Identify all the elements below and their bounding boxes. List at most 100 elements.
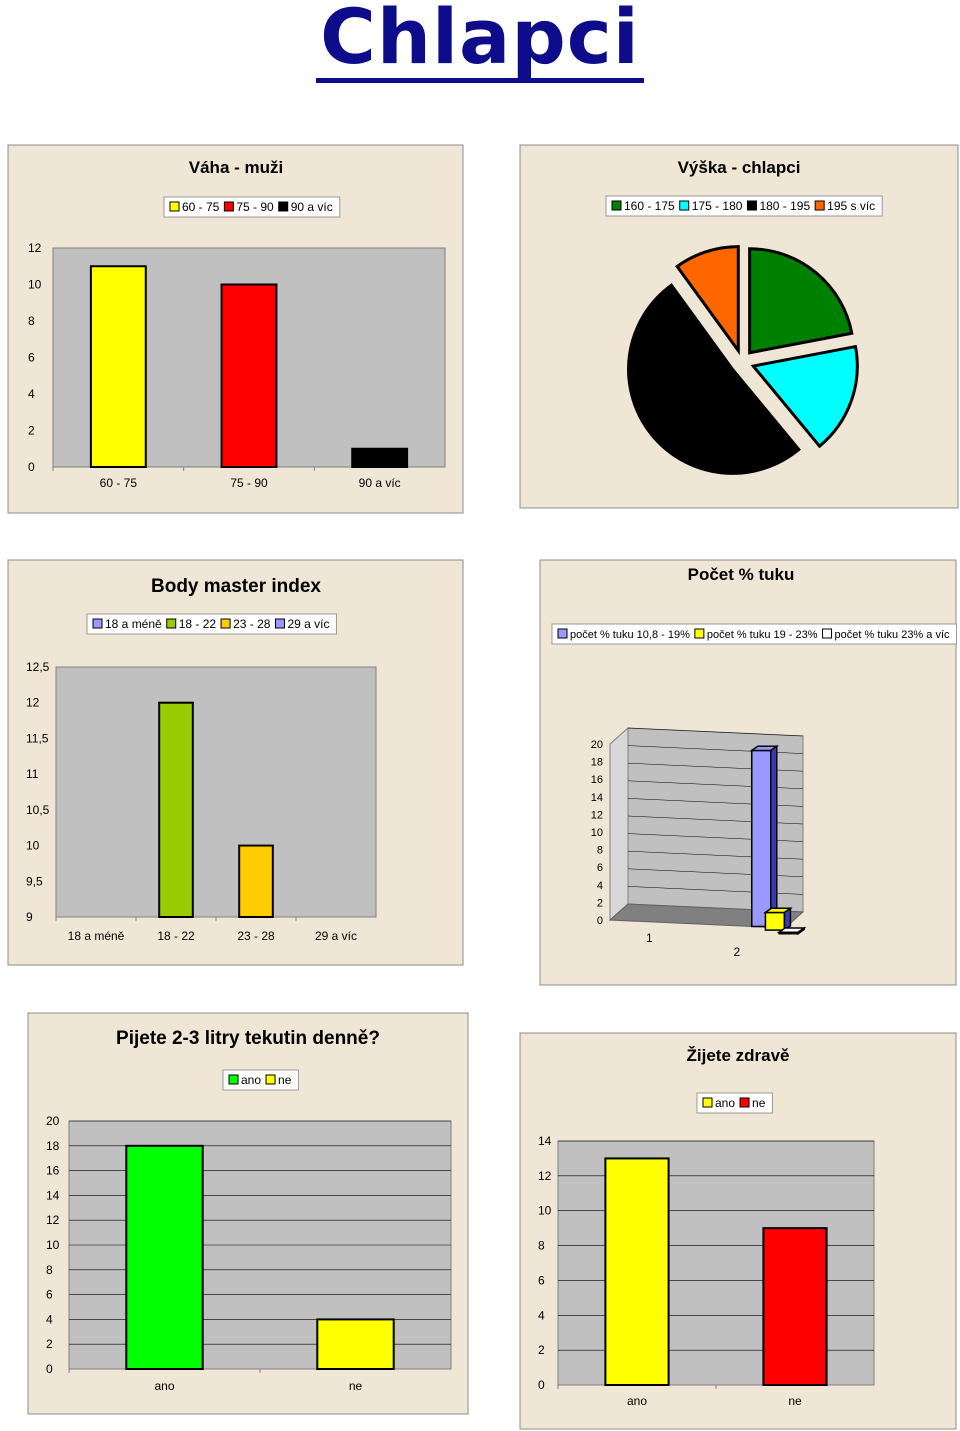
vaha-bar-90-a-vic: [351, 447, 409, 468]
pijete-ytick-8: 8: [46, 1263, 53, 1277]
bmi-ytick-10: 10: [26, 839, 40, 853]
pijete-legend-label-ne: ne: [278, 1073, 292, 1087]
bmi-legend: 18 a méně 18 - 22 23 - 28 29 a víc: [86, 613, 337, 635]
tuk-bar-side-2-pocet-tuku-19-23: [783, 906, 792, 932]
bmi-legend-box: [86, 613, 337, 635]
tuk-legend-box: [551, 623, 957, 645]
tuk-xlabel-1: 1: [646, 931, 653, 945]
pijete-chart: Pijete 2-3 litry tekutin denně? ano ne 0 2 4 6…: [46, 1028, 452, 1393]
zdrave-legend-swatch-ano: [702, 1097, 713, 1108]
tuk-legend-swatch-pocet-tuku-19-23: [694, 628, 705, 639]
bmi-ytick-11-5: 11,5: [26, 731, 49, 745]
bmi-legend-label-18-a-mene: 18 a méně: [105, 617, 162, 631]
bmi-ytick-10-5: 10,5: [26, 803, 50, 817]
zdrave-ytick-2: 2: [538, 1343, 545, 1357]
pijete-legend-box: [222, 1069, 299, 1091]
zdrave-chart: Žijete zdravě ano ne 0 2 4 6 8 10 12 14 ano ne: [538, 1046, 875, 1408]
vyska-legend-label-160-175: 160 - 175: [624, 199, 675, 213]
zdrave-ytick-14: 14: [538, 1134, 552, 1148]
zdrave-xlabel-ano: ano: [627, 1394, 647, 1408]
pijete-ytick-4: 4: [46, 1312, 53, 1326]
vyska-legend: 160 - 175 175 - 180 180 - 195 195 s víc: [605, 195, 883, 217]
bmi-xlabel-18-a-mene: 18 a méně: [68, 929, 125, 943]
tuk-bar-2-pocet-tuku-10-8-19: [751, 749, 772, 928]
vaha-legend-swatch-90-a-vic: [278, 201, 289, 212]
zdrave-legend-swatch-ne: [739, 1097, 750, 1108]
vaha-xlabel-75-90: 75 - 90: [230, 476, 268, 490]
pijete-ytick-14: 14: [46, 1188, 60, 1202]
bmi-bar-18-22: [158, 701, 194, 919]
zdrave-legend-box: [696, 1092, 773, 1114]
vaha-title: Váha - muži: [189, 158, 283, 177]
pijete-ytick-16: 16: [46, 1164, 60, 1178]
pijete-legend: ano ne: [222, 1069, 299, 1091]
vyska-title: Výška - chlapci: [678, 158, 801, 177]
bmi-legend-swatch-23-28: [220, 618, 231, 629]
vyska-legend-swatch-195-s-vic: [814, 200, 825, 211]
vyska-legend-box: [605, 195, 883, 217]
tuk-ytick-0: 0: [597, 915, 603, 927]
bmi-ytick-12-5: 12,5: [26, 660, 50, 674]
vaha-legend-swatch-75-90: [223, 201, 234, 212]
vyska-legend-swatch-175-180: [679, 200, 690, 211]
page-title: Chlapci: [0, 0, 960, 83]
bmi-ytick-9-5: 9,5: [26, 874, 43, 888]
vyska-legend-label-195-s-vic: 195 s víc: [827, 199, 875, 213]
vyska-legend-swatch-160-175: [611, 200, 622, 211]
zdrave-bar-ano: [604, 1157, 670, 1387]
tuk-ytick-8: 8: [597, 845, 603, 857]
vaha-legend-swatch-60-75: [169, 201, 180, 212]
pijete-ytick-12: 12: [46, 1213, 60, 1227]
tuk-gridline-10: [627, 727, 804, 737]
bmi-legend-swatch-29-a-vic: [274, 618, 285, 629]
vyska-slice-180-195: [627, 283, 801, 475]
zdrave-xlabel-ne: ne: [788, 1394, 802, 1408]
tuk-bar-2-pocet-tuku-19-23: [764, 911, 786, 931]
tuk-ytick-12: 12: [591, 809, 603, 821]
pijete-bar-ne: [316, 1318, 395, 1371]
bmi-ytick-11: 11: [26, 767, 39, 781]
zdrave-ytick-8: 8: [538, 1239, 545, 1253]
bmi-ytick-12: 12: [26, 696, 40, 710]
tuk-legend-label-pocet-tuku-23-a-vic: počet % tuku 23% a víc: [835, 629, 950, 641]
tuk-xlabel-2: 2: [734, 945, 741, 959]
tuk-ytick-20: 20: [591, 739, 603, 751]
pijete-legend-swatch-ne: [265, 1074, 276, 1085]
vaha-legend-label-60-75: 60 - 75: [182, 200, 220, 214]
vyska-chart: Výška - chlapci 160 - 175 175 - 180 180 - 1…: [605, 158, 883, 475]
vaha-bar-60-75: [89, 265, 147, 468]
pijete-ytick-0: 0: [46, 1362, 53, 1376]
zdrave-legend-label-ne: ne: [752, 1096, 766, 1110]
bmi-legend-swatch-18-22: [166, 618, 177, 629]
bmi-title: Body master index: [151, 576, 321, 597]
vaha-ytick-0: 0: [28, 460, 35, 474]
vaha-ytick-6: 6: [28, 351, 35, 365]
zdrave-title: Žijete zdravě: [687, 1046, 790, 1065]
bmi-legend-swatch-18-a-mene: [92, 618, 103, 629]
tuk-legend-swatch-pocet-tuku-10-8-19: [557, 628, 568, 639]
tuk-ytick-10: 10: [591, 827, 603, 839]
tuk-side-wall: [609, 726, 629, 922]
pijete-legend-label-ano: ano: [241, 1073, 261, 1087]
pijete-xlabel-ano: ano: [154, 1379, 174, 1393]
vaha-xlabel-60-75: 60 - 75: [100, 476, 138, 490]
zdrave-ytick-12: 12: [538, 1169, 552, 1183]
vaha-legend: 60 - 75 75 - 90 90 a víc: [163, 196, 341, 218]
vyska-slice-175-180: [750, 344, 859, 449]
tuk-ytick-18: 18: [591, 757, 603, 769]
vyska-legend-swatch-180-195: [746, 200, 757, 211]
vyska-slice-160-175: [748, 247, 854, 355]
vaha-bar-75-90: [220, 283, 278, 468]
zdrave-ytick-0: 0: [538, 1378, 545, 1392]
vaha-ytick-2: 2: [28, 424, 35, 438]
bmi-plot-area: [55, 666, 377, 918]
zdrave-ytick-6: 6: [538, 1273, 545, 1287]
vaha-ytick-4: 4: [28, 387, 35, 401]
tuk-bar-side-2-pocet-tuku-10-8-19: [770, 744, 778, 928]
tuk-ytick-6: 6: [597, 862, 603, 874]
pijete-title: Pijete 2-3 litry tekutin denně?: [116, 1028, 380, 1049]
vaha-ytick-8: 8: [28, 314, 35, 328]
pijete-ytick-6: 6: [46, 1288, 53, 1302]
tuk-legend-swatch-pocet-tuku-23-a-vic: [822, 628, 833, 639]
